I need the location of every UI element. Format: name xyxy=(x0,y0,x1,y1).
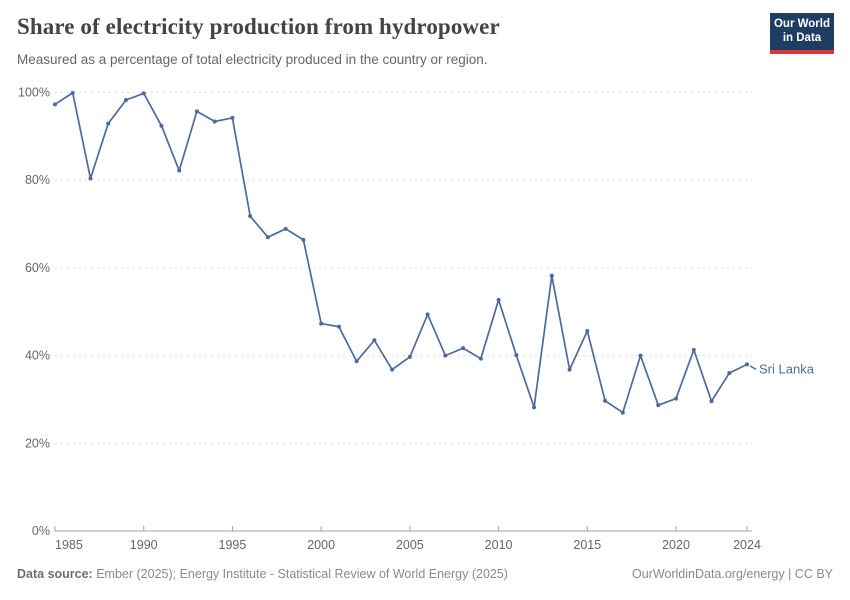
x-tick-label-2005: 2005 xyxy=(396,538,424,552)
owid-logo-red-bar xyxy=(770,49,834,54)
data-point-1998[interactable] xyxy=(283,226,288,231)
data-point-2022[interactable] xyxy=(709,399,714,404)
data-point-2000[interactable] xyxy=(319,321,324,326)
data-point-2005[interactable] xyxy=(407,354,412,359)
x-tick-label-1985: 1985 xyxy=(55,538,83,552)
chart-subtitle: Measured as a percentage of total electr… xyxy=(17,52,488,67)
line-sri-lanka[interactable] xyxy=(54,92,748,414)
data-source-text: Ember (2025); Energy Institute - Statist… xyxy=(92,567,508,581)
y-tick-label: 80% xyxy=(25,173,50,187)
data-point-1995[interactable] xyxy=(230,115,235,120)
x-tick-label-2015: 2015 xyxy=(573,538,601,552)
y-tick-label: 0% xyxy=(32,524,50,538)
data-point-2007[interactable] xyxy=(443,353,448,358)
x-tick-label-2010: 2010 xyxy=(485,538,513,552)
owid-logo-line1: Our World xyxy=(773,18,830,30)
data-point-2008[interactable] xyxy=(461,346,466,351)
data-point-2019[interactable] xyxy=(656,403,661,408)
data-point-2011[interactable] xyxy=(514,353,519,358)
x-tick-label-1990: 1990 xyxy=(130,538,158,552)
owid-logo-box: Our World in Data xyxy=(770,13,834,50)
x-tick-label-1995: 1995 xyxy=(219,538,247,552)
data-point-1996[interactable] xyxy=(248,214,253,219)
data-point-2021[interactable] xyxy=(691,347,696,352)
data-point-2006[interactable] xyxy=(425,312,430,317)
data-point-2001[interactable] xyxy=(336,324,341,329)
data-point-1989[interactable] xyxy=(123,97,128,102)
data-point-1999[interactable] xyxy=(301,237,306,242)
data-point-2009[interactable] xyxy=(478,356,483,361)
y-tick-label: 60% xyxy=(25,261,50,275)
data-point-2004[interactable] xyxy=(390,367,395,372)
data-point-1991[interactable] xyxy=(159,123,164,128)
data-point-1988[interactable] xyxy=(106,121,111,126)
owid-logo-line2: in Data xyxy=(782,31,822,44)
data-point-2015[interactable] xyxy=(585,329,590,334)
data-point-2020[interactable] xyxy=(674,396,679,401)
chart-title: Share of electricity production from hyd… xyxy=(17,14,500,39)
entity-label-sri-lanka[interactable]: Sri Lanka xyxy=(759,361,815,376)
license-link[interactable]: OurWorldinData.org/energy | CC BY xyxy=(631,567,833,581)
x-tick-label-2020: 2020 xyxy=(662,538,690,552)
y-tick-label: 100% xyxy=(18,86,50,100)
data-point-1993[interactable] xyxy=(194,109,199,114)
data-point-2016[interactable] xyxy=(603,398,608,403)
data-point-2018[interactable] xyxy=(638,353,643,358)
y-tick-label: 20% xyxy=(25,436,50,450)
data-point-2014[interactable] xyxy=(567,367,572,372)
y-tick-label: 40% xyxy=(25,349,50,363)
data-source-note: Data source: Ember (2025); Energy Instit… xyxy=(17,567,508,581)
data-point-2013[interactable] xyxy=(549,273,554,278)
data-point-2024[interactable] xyxy=(745,362,749,367)
data-point-1986[interactable] xyxy=(70,90,75,95)
data-point-1985[interactable] xyxy=(53,102,57,107)
data-point-2003[interactable] xyxy=(372,338,377,343)
data-point-2010[interactable] xyxy=(496,297,501,302)
data-source-label: Data source: xyxy=(17,567,93,581)
data-point-1990[interactable] xyxy=(141,91,146,96)
data-point-1992[interactable] xyxy=(177,168,182,173)
data-point-2012[interactable] xyxy=(532,405,537,410)
owid-logo[interactable]: Our World in Data xyxy=(770,13,834,54)
x-tick-label-2000: 2000 xyxy=(307,538,335,552)
data-point-2023[interactable] xyxy=(727,371,732,376)
data-point-1994[interactable] xyxy=(212,119,217,124)
data-point-1987[interactable] xyxy=(88,176,93,181)
data-point-1997[interactable] xyxy=(265,235,270,240)
entity-label-connector xyxy=(749,365,757,370)
data-point-2017[interactable] xyxy=(620,410,625,415)
data-point-2002[interactable] xyxy=(354,359,359,364)
x-tick-label-2024: 2024 xyxy=(733,538,761,552)
